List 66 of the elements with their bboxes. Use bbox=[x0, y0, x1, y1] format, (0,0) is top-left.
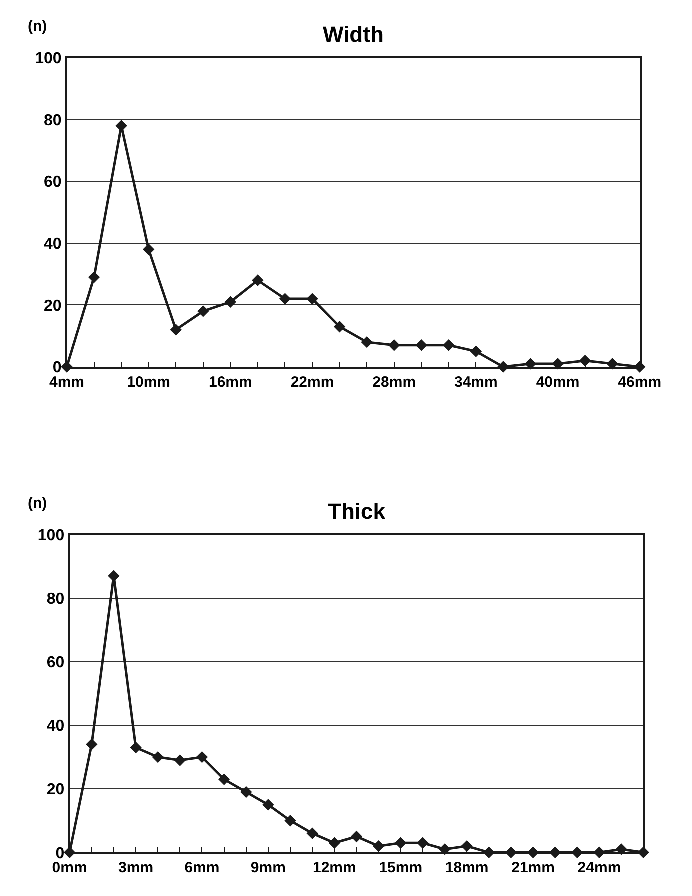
y-tick-label: 80 bbox=[44, 112, 62, 130]
x-tick-label: 18mm bbox=[445, 860, 489, 877]
point bbox=[142, 244, 155, 256]
point bbox=[170, 324, 182, 336]
point bbox=[86, 738, 98, 750]
point bbox=[395, 837, 407, 849]
y-axis-title: (n) bbox=[28, 18, 48, 35]
y-axis-title: (n) bbox=[28, 495, 48, 512]
y-tick-label: 100 bbox=[38, 527, 65, 544]
x-tick-label: 10mm bbox=[127, 374, 171, 392]
y-tick-label: 20 bbox=[44, 298, 62, 315]
x-tick-label: 34mm bbox=[454, 374, 498, 392]
point bbox=[218, 774, 230, 786]
x-tick-label: 16mm bbox=[208, 374, 252, 392]
y-tick-label: 40 bbox=[46, 718, 65, 736]
point bbox=[417, 837, 429, 849]
x-tick-label: 46mm bbox=[618, 374, 662, 392]
point bbox=[284, 815, 296, 827]
point bbox=[461, 840, 473, 852]
y-tick-label: 0 bbox=[52, 360, 62, 377]
point bbox=[334, 321, 346, 333]
chart-title: Width bbox=[323, 22, 384, 47]
x-tick-label: 4mm bbox=[49, 374, 85, 392]
x-tick-label: 12mm bbox=[312, 860, 356, 877]
x-tick-label: 15mm bbox=[379, 860, 423, 877]
point bbox=[416, 340, 428, 352]
point bbox=[470, 346, 482, 358]
point bbox=[152, 751, 164, 764]
point bbox=[108, 570, 120, 582]
y-tick-label: 80 bbox=[46, 590, 65, 608]
point bbox=[196, 751, 208, 764]
point bbox=[306, 828, 318, 840]
point bbox=[524, 358, 537, 370]
point bbox=[224, 296, 237, 308]
point bbox=[279, 293, 292, 305]
y-tick-label: 100 bbox=[35, 50, 62, 68]
point bbox=[130, 742, 142, 754]
point bbox=[306, 293, 318, 305]
chart-title: Thick bbox=[328, 499, 386, 524]
x-tick-label: 3mm bbox=[118, 860, 154, 877]
x-tick-label: 21mm bbox=[512, 860, 555, 877]
point bbox=[328, 837, 340, 849]
point bbox=[198, 306, 210, 318]
y-tick-label: 40 bbox=[44, 236, 62, 254]
y-tick-label: 60 bbox=[44, 174, 62, 192]
x-tick-label: 6mm bbox=[184, 860, 220, 877]
x-tick-label: 0mm bbox=[52, 860, 88, 877]
point bbox=[88, 272, 100, 284]
point bbox=[388, 340, 400, 352]
x-tick-label: 28mm bbox=[372, 374, 416, 392]
x-tick-label: 9mm bbox=[250, 860, 286, 877]
x-tick-label: 22mm bbox=[290, 374, 334, 392]
y-tick-label: 0 bbox=[56, 845, 65, 862]
y-tick-label: 20 bbox=[46, 782, 65, 799]
point bbox=[361, 336, 373, 348]
x-tick-label: 40mm bbox=[536, 374, 580, 392]
point bbox=[579, 355, 592, 367]
point bbox=[252, 274, 264, 286]
x-tick-label: 24mm bbox=[578, 860, 622, 877]
y-tick-label: 60 bbox=[46, 654, 65, 672]
point bbox=[240, 786, 252, 798]
point bbox=[372, 840, 385, 852]
point bbox=[443, 340, 455, 352]
point bbox=[174, 754, 186, 766]
point bbox=[350, 830, 363, 843]
point bbox=[262, 799, 274, 811]
